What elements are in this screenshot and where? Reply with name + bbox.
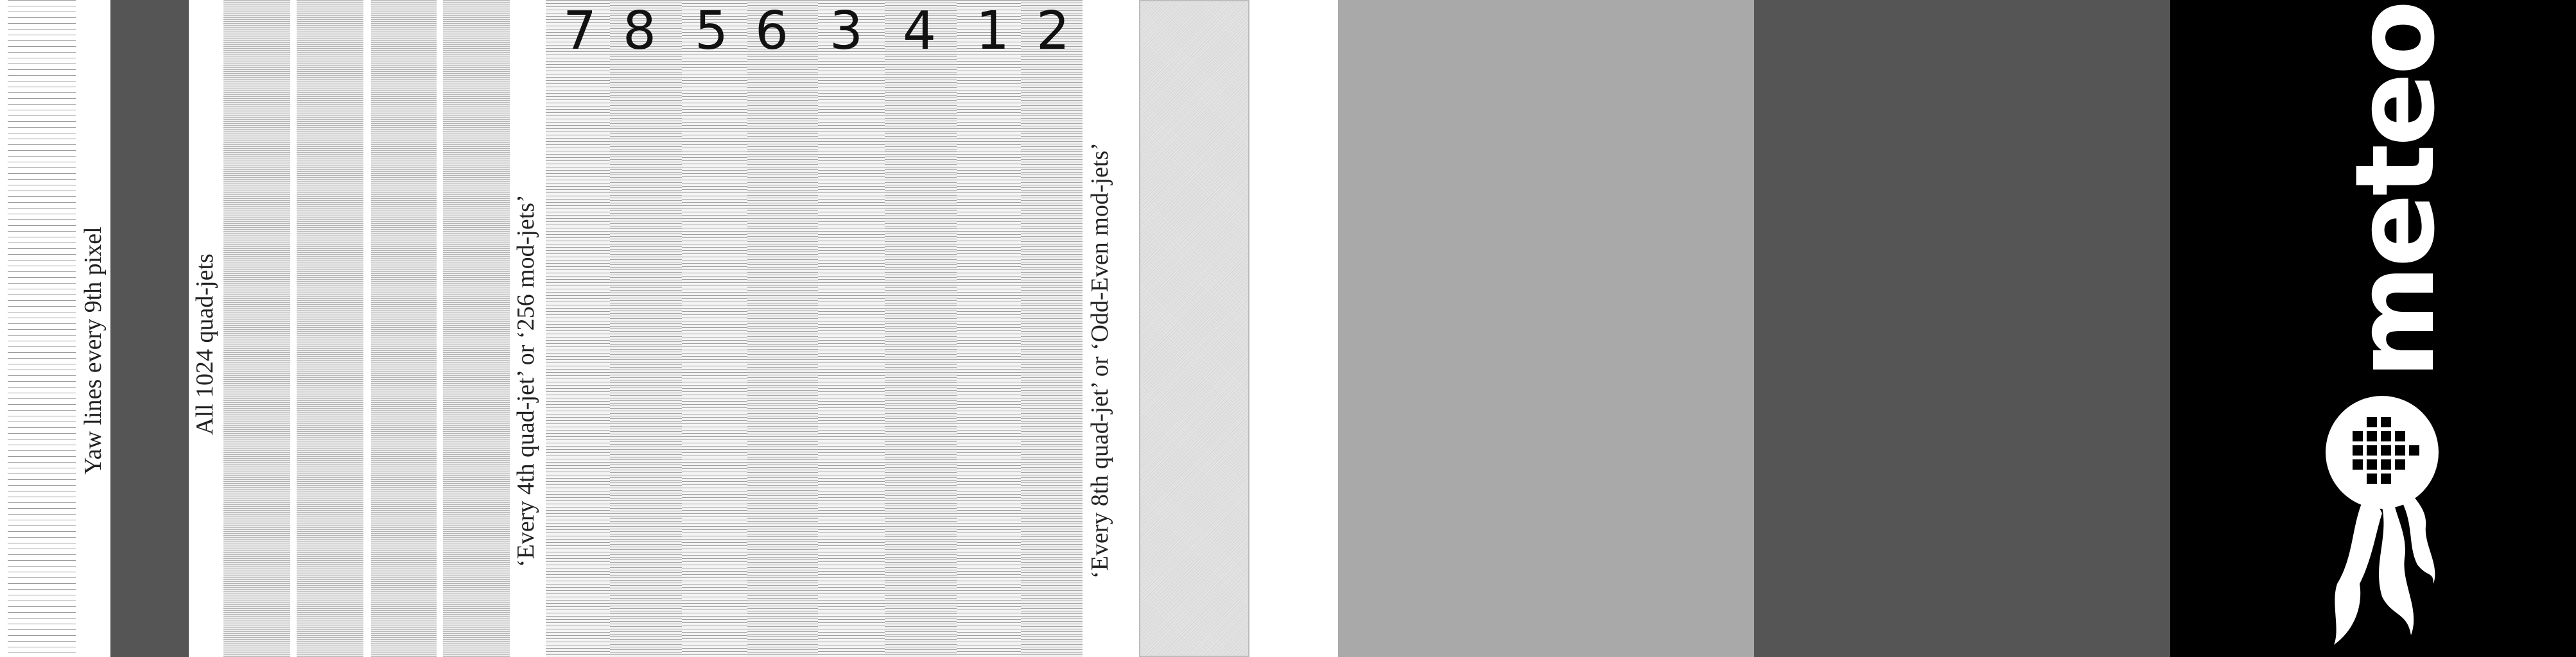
dark-gray-block [1754,0,2170,657]
yaw-lines-pattern [8,0,76,657]
every-8th-label: ‘Every 8th quad-jet’ or ‘Odd-Even mod-je… [1086,142,1113,579]
mod-jet-col-3 [818,0,885,657]
quad-jet-bar-4 [443,0,510,657]
mod-jet-col-8 [610,0,682,657]
channel-number: 1 [975,1,1010,62]
mod-jet-col-5 [682,0,747,657]
speckled-bar [1139,0,1249,657]
mod-jet-col-2 [1021,0,1083,657]
meteor-logo-text: meteor [2332,0,2459,379]
every-4th-label: ‘Every 4th quad-jet’ or ‘256 mod-jets’ [512,194,539,567]
channel-number: 7 [562,1,597,62]
mod-jet-col-1 [957,0,1021,657]
mod-jet-col-6 [747,0,818,657]
channel-number: 3 [829,1,864,62]
channel-number: 8 [622,1,657,62]
channel-number: 4 [902,1,937,62]
logo-panel: meteor [2170,0,2576,657]
channel-number: 2 [1036,1,1070,62]
quad-jet-bar-2 [297,0,363,657]
all-quad-jets-label: All 1024 quad-jets [191,253,218,435]
yaw-lines-label: Yaw lines every 9th pixel [80,226,107,475]
mod-jet-col-7 [546,0,610,657]
mod-jet-col-4 [885,0,957,657]
meteor-logo-icon [2326,396,2439,645]
light-gray-block [1338,0,1754,657]
channel-number: 5 [694,1,729,62]
channel-number: 6 [754,1,789,62]
dark-solid-bar [110,0,189,657]
quad-jet-bar-1 [223,0,290,657]
quad-jet-bar-3 [371,0,437,657]
